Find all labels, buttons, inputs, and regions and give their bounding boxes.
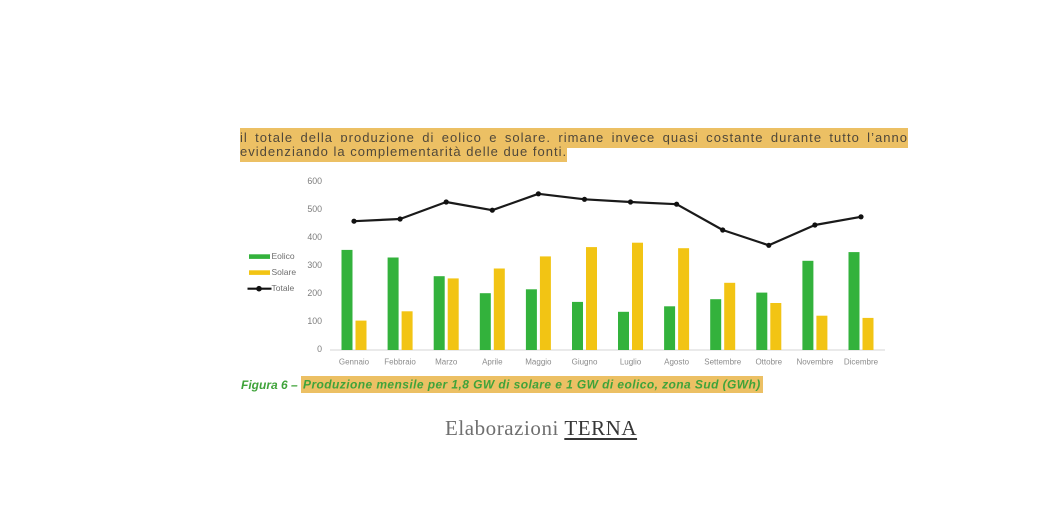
svg-text:200: 200 xyxy=(307,288,322,298)
svg-text:100: 100 xyxy=(307,316,322,326)
svg-text:600: 600 xyxy=(307,176,322,186)
svg-text:400: 400 xyxy=(307,232,322,242)
svg-text:Giugno: Giugno xyxy=(572,358,598,367)
svg-text:Febbraio: Febbraio xyxy=(384,358,416,367)
svg-text:Agosto: Agosto xyxy=(664,358,689,367)
svg-text:500: 500 xyxy=(307,204,322,214)
svg-text:Maggio: Maggio xyxy=(525,358,552,367)
svg-text:Settembre: Settembre xyxy=(704,358,741,367)
svg-text:0: 0 xyxy=(317,344,322,354)
svg-text:Totale: Totale xyxy=(272,283,295,293)
svg-text:Novembre: Novembre xyxy=(796,358,833,367)
svg-text:Dicembre: Dicembre xyxy=(844,358,879,367)
svg-text:Marzo: Marzo xyxy=(435,358,458,367)
svg-text:Luglio: Luglio xyxy=(620,358,642,367)
svg-text:Aprile: Aprile xyxy=(482,358,503,367)
svg-text:Gennaio: Gennaio xyxy=(339,358,370,367)
svg-text:Solare: Solare xyxy=(272,267,297,277)
svg-text:300: 300 xyxy=(307,260,322,270)
svg-text:Ottobre: Ottobre xyxy=(755,358,782,367)
svg-text:Eolico: Eolico xyxy=(272,251,295,261)
